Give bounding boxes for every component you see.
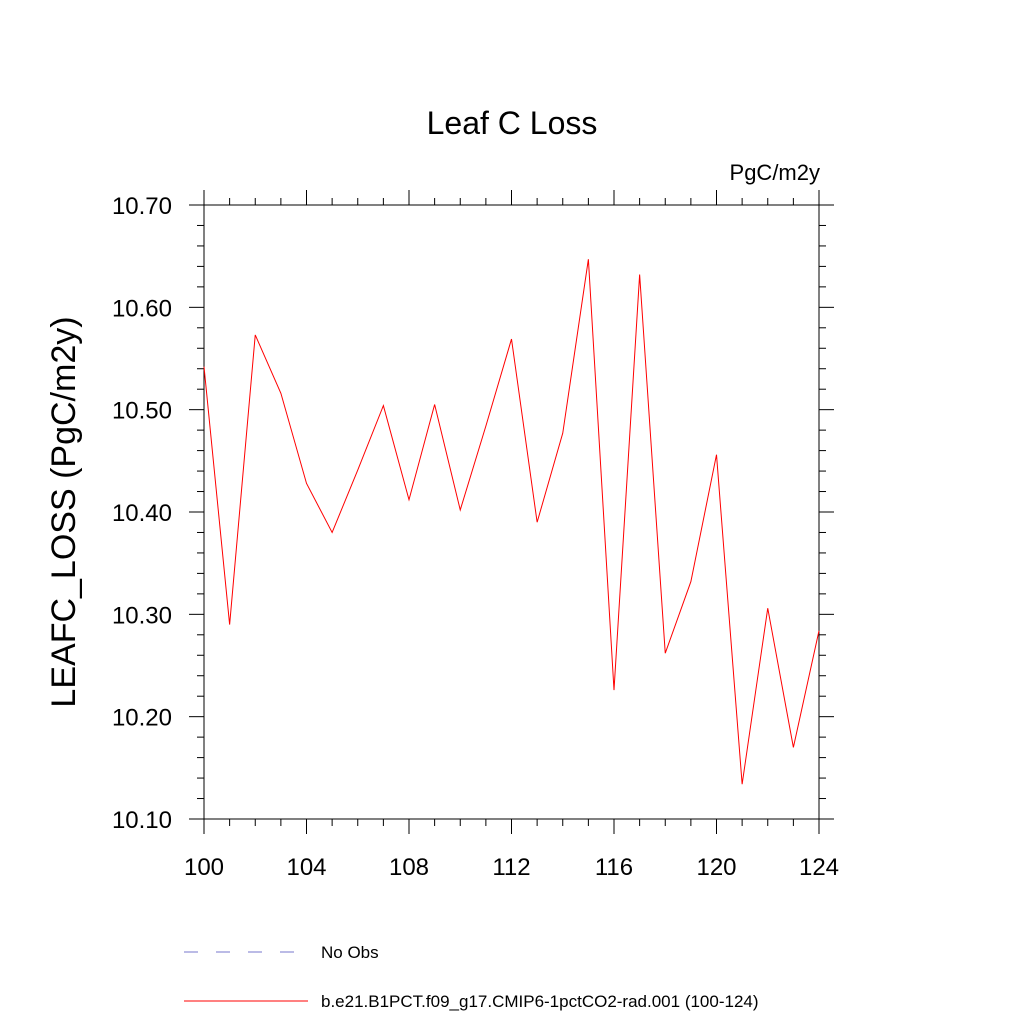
x-tick-label: 120 bbox=[696, 854, 736, 881]
series-line bbox=[203, 259, 820, 785]
series-layer bbox=[203, 259, 820, 785]
y-tick-label: 10.30 bbox=[112, 602, 172, 629]
x-tick-label: 108 bbox=[389, 854, 429, 881]
axes: 100 104 108 112 116 120 124 10.10 10.20 10.30 10.4… bbox=[112, 190, 839, 881]
x-tick-label: 112 bbox=[492, 854, 530, 881]
y-tick-label: 10.10 bbox=[112, 807, 172, 834]
y-axis-label: LEAFC_LOSS (PgC/m2y) bbox=[45, 316, 83, 707]
x-tick-label: 100 bbox=[184, 854, 224, 881]
x-tick-label: 104 bbox=[286, 854, 326, 881]
x-tick-label: 124 bbox=[799, 854, 839, 881]
y-tick-label: 10.40 bbox=[112, 500, 172, 527]
legend-label: b.e21.B1PCT.f09_g17.CMIP6-1pctCO2-rad.00… bbox=[321, 992, 759, 1011]
y-tick-label: 10.60 bbox=[112, 295, 172, 322]
y-tick-label: 10.20 bbox=[112, 705, 172, 732]
y-tick-label: 10.50 bbox=[112, 398, 172, 425]
x-tick-label: 116 bbox=[595, 854, 633, 881]
units-label: PgC/m2y bbox=[730, 160, 820, 185]
y-tick-label: 10.70 bbox=[112, 193, 172, 220]
chart-title: Leaf C Loss bbox=[427, 105, 598, 141]
plot-frame bbox=[203, 204, 820, 820]
legend: No Obs b.e21.B1PCT.f09_g17.CMIP6-1pctCO2-… bbox=[184, 943, 759, 1011]
legend-label: No Obs bbox=[321, 943, 379, 962]
